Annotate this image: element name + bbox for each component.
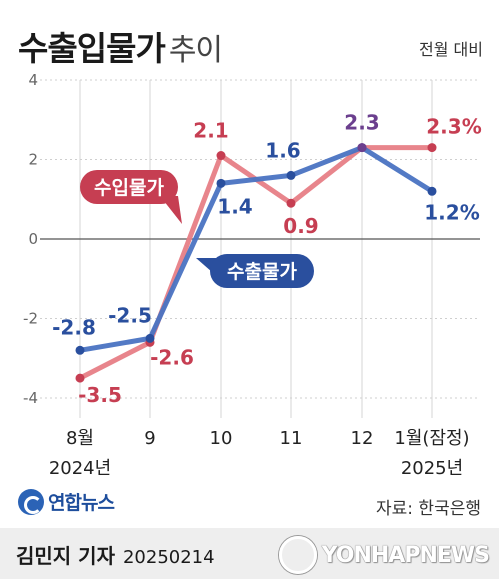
publish-date: 20250214: [122, 547, 215, 568]
y-tick-label: 0: [28, 230, 38, 248]
data-label: -2.6: [150, 345, 194, 369]
data-label: 1.6: [265, 138, 300, 162]
x-tick-label: 12: [351, 428, 374, 449]
line-chart: 4 2 0 -2 -4 8월 2024년 9 10 11 12 1월(잠정) 2025년 -2.8 -2.5…: [23, 71, 482, 479]
agency-logo-icon: [18, 488, 44, 515]
data-point: [145, 333, 155, 343]
data-point: [427, 143, 437, 153]
data-point: [286, 170, 296, 180]
x-tick-label: 8월: [66, 428, 94, 449]
data-label: -2.5: [108, 303, 152, 327]
data-label: 1.2%: [424, 200, 479, 224]
data-label: 1.4: [217, 194, 252, 218]
y-tick-label: -4: [23, 389, 38, 407]
agency-name: 연합뉴스: [48, 492, 115, 514]
title-main: 수출입물가: [18, 29, 166, 68]
watermark: YONHAPNEWS: [278, 536, 490, 574]
data-point: [75, 345, 85, 355]
y-tick-label: 2: [28, 151, 38, 169]
data-label: 0.9: [283, 214, 318, 238]
data-label: 2.3: [344, 111, 379, 135]
byline: 김민지 기자 20250214: [16, 540, 215, 569]
data-point: [357, 143, 367, 153]
series-line-export: [77, 145, 435, 353]
data-label: 2.3%: [426, 115, 481, 139]
x-tick-label: 1월(잠정): [394, 428, 469, 449]
legend-export-pill: [210, 254, 314, 288]
footer-band: [0, 528, 499, 579]
legend-import-text: 수입물가: [94, 177, 164, 199]
source-label: 자료: 한국은행: [376, 499, 481, 519]
x-tick-label: 10: [210, 428, 233, 449]
watermark-logo-icon: [278, 536, 317, 574]
watermark-text: YONHAPNEWS: [321, 542, 490, 568]
unit-label: 전월 대비: [419, 40, 483, 59]
legend-export-text: 수출물가: [227, 261, 297, 283]
data-label: -3.5: [78, 383, 122, 407]
agency-logo: 연합뉴스: [18, 488, 115, 515]
x-tick-label: 2024년: [49, 458, 111, 479]
chart-title: 수출입물가 추이: [18, 22, 223, 70]
data-point: [75, 373, 85, 383]
data-point: [286, 198, 296, 208]
title-sub: 추이: [168, 33, 223, 68]
data-point: [427, 186, 437, 196]
data-point: [216, 151, 226, 161]
author: 김민지 기자: [16, 544, 115, 568]
y-tick-label: 4: [28, 71, 38, 89]
legend-import-pill: [80, 170, 178, 204]
x-tick-label: 9: [144, 428, 155, 449]
data-label: 2.1: [193, 119, 228, 143]
data-label: -2.8: [52, 315, 96, 339]
x-tick-label: 2025년: [401, 458, 463, 479]
y-tick-label: -2: [23, 310, 38, 328]
x-tick-label: 11: [280, 428, 303, 449]
data-point: [216, 178, 226, 188]
